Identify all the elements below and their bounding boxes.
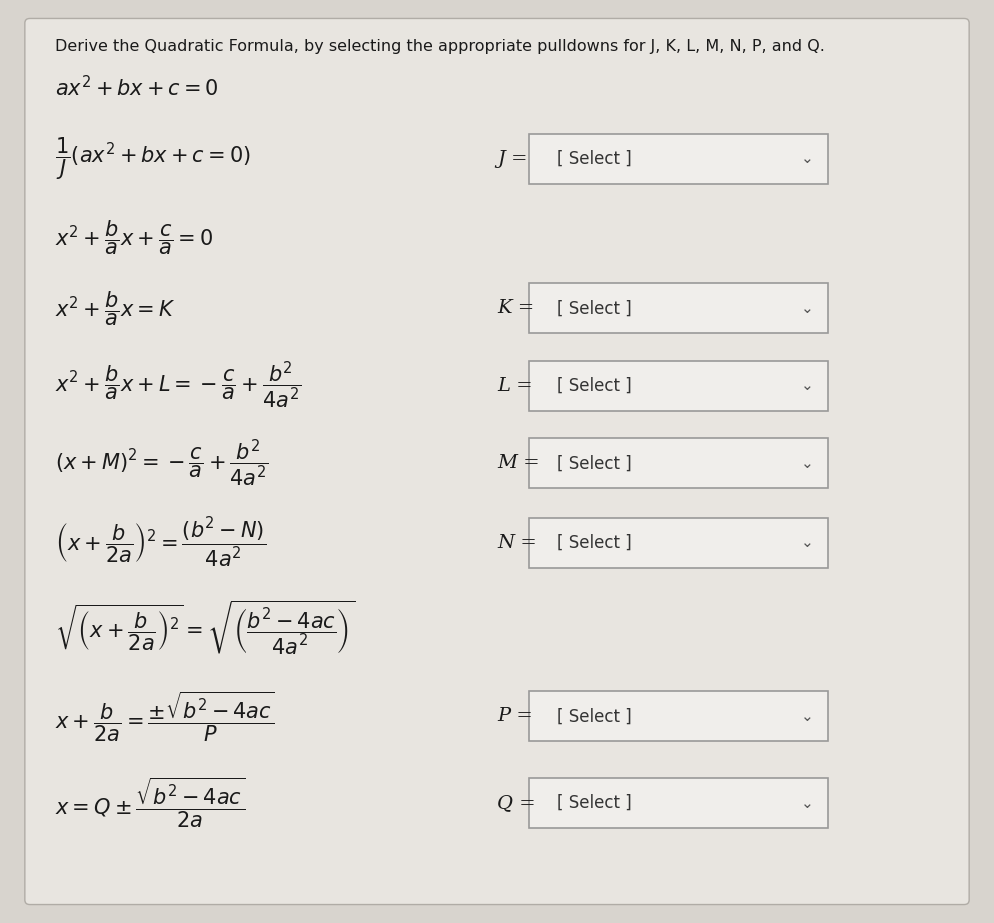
Text: M =: M = (497, 454, 540, 473)
Text: $x^2 + \dfrac{b}{a}x = K$: $x^2 + \dfrac{b}{a}x = K$ (55, 289, 175, 328)
Text: $x + \dfrac{b}{2a} = \dfrac{\pm\sqrt{b^2 - 4ac}}{P}$: $x + \dfrac{b}{2a} = \dfrac{\pm\sqrt{b^2… (55, 689, 274, 744)
FancyBboxPatch shape (529, 134, 828, 184)
FancyBboxPatch shape (529, 438, 828, 488)
Text: [ Select ]: [ Select ] (557, 377, 631, 395)
Text: P =: P = (497, 707, 533, 725)
Text: ⌄: ⌄ (801, 796, 813, 810)
Text: $x = Q \pm \dfrac{\sqrt{b^2 - 4ac}}{2a}$: $x = Q \pm \dfrac{\sqrt{b^2 - 4ac}}{2a}$ (55, 775, 245, 831)
Text: ⌄: ⌄ (801, 456, 813, 471)
Text: ⌄: ⌄ (801, 378, 813, 393)
Text: $x^2 + \dfrac{b}{a}x + L = -\dfrac{c}{a} + \dfrac{b^2}{4a^2}$: $x^2 + \dfrac{b}{a}x + L = -\dfrac{c}{a}… (55, 360, 301, 412)
FancyBboxPatch shape (25, 18, 969, 905)
FancyBboxPatch shape (529, 518, 828, 568)
Text: [ Select ]: [ Select ] (557, 150, 631, 168)
Text: $\dfrac{1}{J}\left(ax^2 + bx + c = 0\right)$: $\dfrac{1}{J}\left(ax^2 + bx + c = 0\rig… (55, 136, 250, 182)
Text: ⌄: ⌄ (801, 151, 813, 166)
Text: K =: K = (497, 299, 534, 318)
Text: N =: N = (497, 533, 537, 552)
Text: $\sqrt{\left(x + \dfrac{b}{2a}\right)^2} = \sqrt{\left(\dfrac{b^2 - 4ac}{4a^2}\r: $\sqrt{\left(x + \dfrac{b}{2a}\right)^2}… (55, 598, 355, 657)
Text: ⌄: ⌄ (801, 709, 813, 724)
Text: Derive the Quadratic Formula, by selecting the appropriate pulldowns for J, K, L: Derive the Quadratic Formula, by selecti… (55, 39, 825, 54)
Text: [ Select ]: [ Select ] (557, 533, 631, 552)
Text: ⌄: ⌄ (801, 301, 813, 316)
Text: $(x + M)^2 = -\dfrac{c}{a} + \dfrac{b^2}{4a^2}$: $(x + M)^2 = -\dfrac{c}{a} + \dfrac{b^2}… (55, 438, 268, 489)
Text: $ax^2 +bx + c = 0$: $ax^2 +bx + c = 0$ (55, 75, 219, 101)
Text: $x^2 + \dfrac{b}{a}x + \dfrac{c}{a} = 0$: $x^2 + \dfrac{b}{a}x + \dfrac{c}{a} = 0$ (55, 219, 213, 258)
Text: [ Select ]: [ Select ] (557, 299, 631, 318)
Text: [ Select ]: [ Select ] (557, 794, 631, 812)
Text: Q =: Q = (497, 794, 536, 812)
Text: ⌄: ⌄ (801, 535, 813, 550)
Text: [ Select ]: [ Select ] (557, 454, 631, 473)
FancyBboxPatch shape (529, 283, 828, 333)
Text: L =: L = (497, 377, 533, 395)
Text: $\left(x + \dfrac{b}{2a}\right)^2 = \dfrac{(b^2 - N)}{4a^2}$: $\left(x + \dfrac{b}{2a}\right)^2 = \dfr… (55, 516, 265, 569)
Text: [ Select ]: [ Select ] (557, 707, 631, 725)
FancyBboxPatch shape (529, 361, 828, 411)
FancyBboxPatch shape (529, 691, 828, 741)
FancyBboxPatch shape (529, 778, 828, 828)
Text: J =: J = (497, 150, 528, 168)
